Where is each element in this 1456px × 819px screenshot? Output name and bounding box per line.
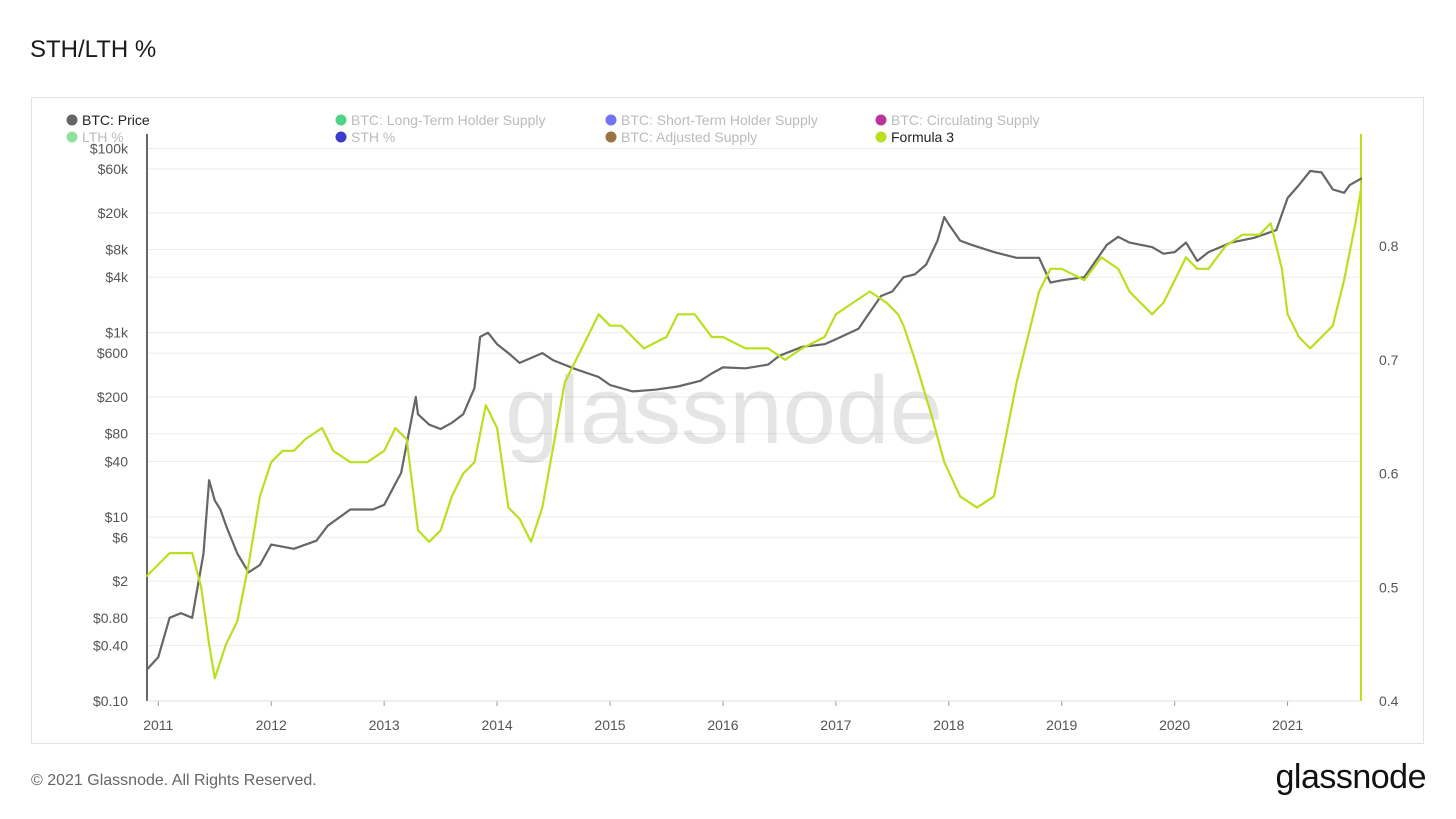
x-tick-label: 2016 — [707, 717, 738, 733]
legend-item-formula-3-marker — [875, 131, 887, 143]
legend-item-btc-price-marker — [66, 114, 78, 126]
legend-item-btc-short-term-holder-supply-marker — [605, 114, 617, 126]
legend-item-btc-circulating-supply[interactable]: BTC: Circulating Supply — [891, 112, 1040, 128]
legend-item-btc-adjusted-supply[interactable]: BTC: Adjusted Supply — [621, 129, 757, 145]
legend-item-btc-adjusted-supply-marker — [605, 131, 617, 143]
legend-item-lth[interactable]: LTH % — [82, 129, 124, 145]
y-left-tick-label: $200 — [97, 389, 128, 405]
y-left-tick-label: $100k — [90, 140, 129, 156]
legend-item-sth-marker — [335, 131, 347, 143]
chart: $0.10 $0.40 $0.80 $2 $6 $10 $40 $80 $200 $600 $1k $… — [66, 112, 1399, 733]
y-left-tick-label: $60k — [98, 161, 129, 177]
y-left-tick-label: $40 — [105, 453, 129, 469]
legend-item-lth-marker — [66, 131, 78, 143]
chart-frame: $0.10 $0.40 $0.80 $2 $6 $10 $40 $80 $200 $600 $1k $… — [31, 97, 1424, 744]
y-left-tick-label: $10 — [105, 509, 129, 525]
legend-item-btc-price[interactable]: BTC: Price — [82, 112, 150, 128]
legend-item-btc-long-term-holder-supply[interactable]: BTC: Long-Term Holder Supply — [351, 112, 546, 128]
formula-3-line — [145, 188, 1363, 680]
watermark-text: glassnode — [505, 357, 943, 464]
legend-item-sth[interactable]: STH % — [351, 129, 395, 145]
y-right-tick-label: 0.4 — [1379, 693, 1399, 709]
x-tick-label: 2021 — [1272, 717, 1303, 733]
y-right-tick-label: 0.7 — [1379, 352, 1399, 368]
y-left-tick-label: $0.40 — [93, 638, 128, 654]
btc-price-line — [145, 169, 1363, 671]
y-right-tick-label: 0.8 — [1379, 238, 1399, 254]
x-tick-label: 2017 — [820, 717, 851, 733]
legend-item-btc-long-term-holder-supply-marker — [335, 114, 347, 126]
legend-item-formula-3[interactable]: Formula 3 — [891, 129, 954, 145]
glassnode-logo[interactable]: glassnode — [1275, 758, 1426, 796]
y-left-tick-label: $80 — [105, 426, 129, 442]
legend-item-btc-circulating-supply-marker — [875, 114, 887, 126]
page-title: STH/LTH % — [30, 36, 157, 63]
legend-item-btc-short-term-holder-supply[interactable]: BTC: Short-Term Holder Supply — [621, 112, 818, 128]
x-tick-label: 2018 — [933, 717, 964, 733]
y-left-tick-label: $6 — [112, 529, 128, 545]
x-tick-label: 2014 — [482, 717, 513, 733]
x-tick-label: 2013 — [369, 717, 400, 733]
y-left-tick-label: $2 — [112, 573, 128, 589]
x-tick-label: 2020 — [1159, 717, 1190, 733]
y-right-tick-label: 0.6 — [1379, 466, 1399, 482]
x-tick-label: 2015 — [594, 717, 625, 733]
y-left-tick-label: $20k — [98, 205, 129, 221]
y-left-tick-label: $600 — [97, 345, 128, 361]
y-left-tick-label: $0.10 — [93, 693, 128, 709]
x-tick-label: 2012 — [256, 717, 287, 733]
x-tick-label: 2019 — [1046, 717, 1077, 733]
y-left-tick-label: $8k — [105, 242, 129, 258]
copyright-text: © 2021 Glassnode. All Rights Reserved. — [31, 772, 317, 789]
y-left-tick-label: $1k — [105, 325, 129, 341]
x-tick-label: 2011 — [143, 717, 173, 733]
y-left-tick-label: $0.80 — [93, 610, 128, 626]
y-left-tick-label: $4k — [105, 269, 129, 285]
y-right-tick-label: 0.5 — [1379, 579, 1399, 595]
